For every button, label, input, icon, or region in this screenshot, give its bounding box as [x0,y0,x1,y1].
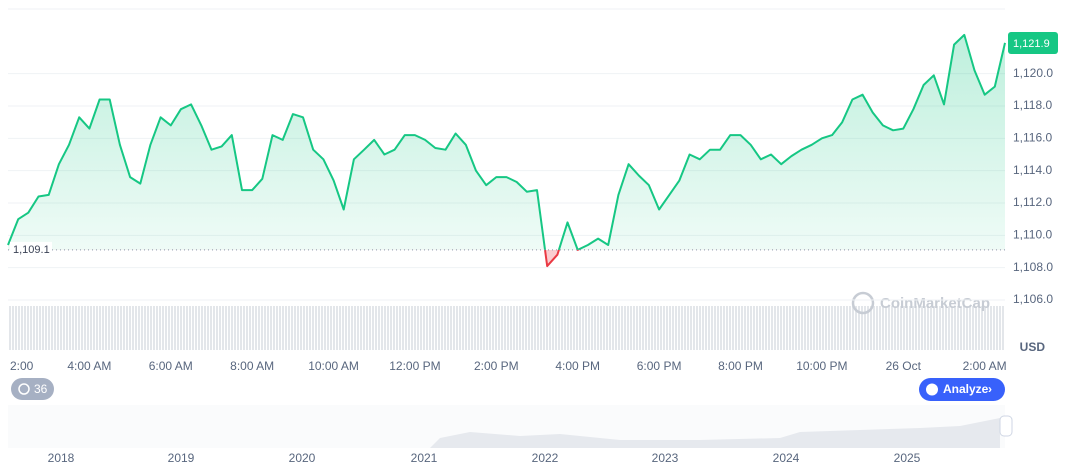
analyze-label: Analyze [943,382,989,396]
x-tick-label: 8:00 AM [230,359,274,373]
svg-text:›: › [988,382,992,396]
x-tick-label: 26 Oct [886,359,922,373]
current-price-box [1008,31,1058,54]
analyze-button[interactable]: Analyze › [919,378,1005,401]
volume-area [8,306,1005,350]
area-above [8,34,1005,250]
x-tick-label: 6:00 AM [149,359,193,373]
y-tick-label: 1,108.0 [1013,260,1053,274]
x-tick-label: 2:00 AM [963,359,1007,373]
navigator-year: 2024 [773,451,800,465]
navigator-year: 2021 [411,451,438,465]
baseline-label: 1,109.1 [13,244,50,256]
y-tick-label: 1,110.0 [1013,228,1052,242]
x-tick-label: 12:00 PM [389,359,440,373]
history-badge[interactable]: 36 [11,378,54,400]
x-tick-label: 8:00 PM [718,359,763,373]
navigator-year: 2025 [894,451,921,465]
x-tick-label: 4:00 AM [67,359,111,373]
navigator-year: 2018 [48,451,75,465]
y-tick-label: 1,118.0 [1013,98,1052,112]
x-tick-label: 10:00 PM [796,359,847,373]
x-tick-label: 10:00 AM [308,359,359,373]
y-tick-label: 1,112.0 [1013,195,1052,209]
navigator-year: 2020 [289,451,316,465]
y-tick-label: 1,106.0 [1013,292,1053,306]
area-below [545,249,578,267]
x-tick-label: 4:00 PM [555,359,600,373]
currency-label: USD [1020,340,1046,354]
watermark: CoinMarketCap [851,291,990,315]
baseline-label-bg [10,241,52,258]
navigator [8,405,1013,448]
y-tick-label: 1,116.0 [1013,131,1052,145]
x-tick-label: 2:00 [10,359,34,373]
x-tick-label: 2:00 PM [474,359,519,373]
navigator-year: 2019 [168,451,195,465]
badge-count: 36 [34,382,48,396]
current-price-label: 1,121.9 [1013,38,1050,50]
watermark-text: CoinMarketCap [880,295,990,312]
x-tick-label: 6:00 PM [637,359,682,373]
navigator-year: 2022 [532,451,559,465]
navigator-year: 2023 [652,451,679,465]
y-tick-label: 1,120.0 [1013,66,1053,80]
price-line [7,33,1006,250]
y-tick-label: 1,114.0 [1013,163,1052,177]
